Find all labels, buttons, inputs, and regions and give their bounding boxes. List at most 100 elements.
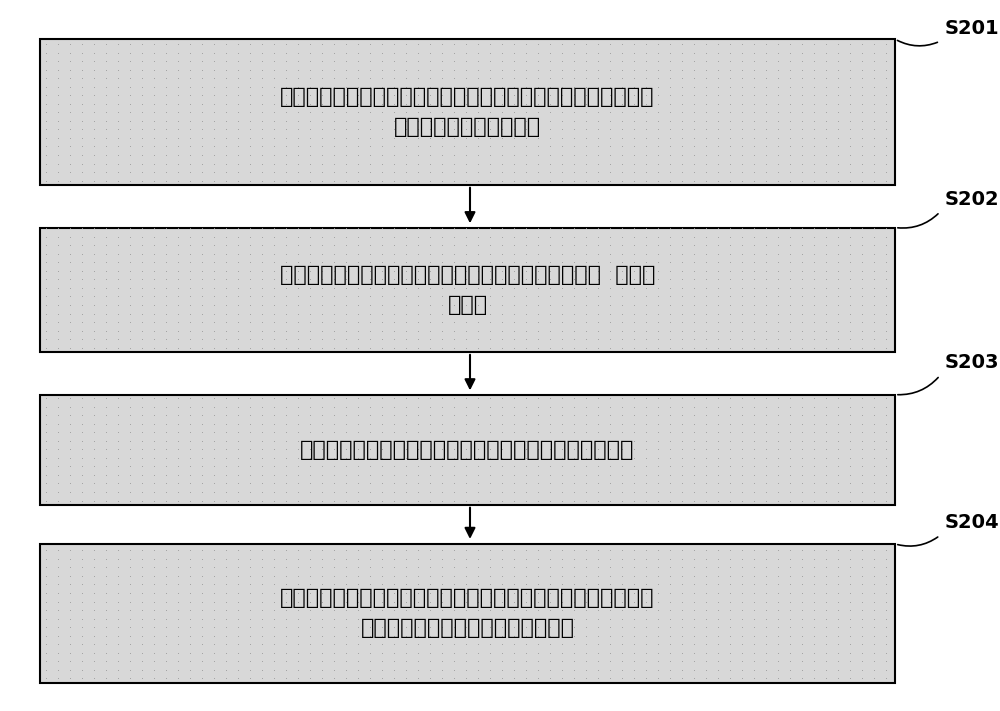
Point (506, 166, 522, 178)
Point (458, 478, 474, 489)
Point (434, 570, 450, 582)
Point (818, 291, 834, 302)
Point (362, 282, 378, 294)
Point (278, 579, 294, 590)
Point (734, 64, 750, 75)
Point (446, 435, 462, 447)
Point (866, 115, 882, 127)
Point (770, 308, 786, 319)
Point (374, 90, 390, 101)
Point (254, 166, 270, 178)
Point (482, 73, 498, 84)
Point (146, 664, 162, 675)
Point (206, 570, 222, 582)
Point (458, 291, 474, 302)
Point (158, 282, 174, 294)
Point (578, 257, 594, 268)
Point (254, 410, 270, 421)
Point (830, 47, 846, 58)
Point (350, 175, 366, 186)
Point (746, 553, 762, 565)
Point (374, 248, 390, 260)
Point (830, 486, 846, 498)
Point (602, 613, 618, 624)
Point (662, 621, 678, 633)
Point (422, 596, 438, 607)
Point (830, 392, 846, 404)
Point (566, 73, 582, 84)
Point (674, 132, 690, 144)
Point (818, 469, 834, 481)
Point (86, 435, 102, 447)
Point (134, 638, 150, 650)
Point (314, 638, 330, 650)
Point (542, 495, 558, 506)
Point (722, 553, 738, 565)
Point (530, 166, 546, 178)
Point (290, 392, 306, 404)
Point (734, 596, 750, 607)
Point (110, 461, 126, 472)
Point (122, 587, 138, 599)
Point (722, 223, 738, 234)
Point (818, 124, 834, 135)
Point (638, 38, 654, 50)
Point (854, 418, 870, 429)
Point (698, 299, 714, 311)
Point (746, 401, 762, 412)
Point (878, 444, 894, 455)
Point (626, 47, 642, 58)
Point (86, 257, 102, 268)
Point (782, 401, 798, 412)
Point (770, 621, 786, 633)
Point (206, 638, 222, 650)
Point (830, 604, 846, 616)
Point (494, 132, 510, 144)
Point (182, 55, 198, 67)
Point (338, 545, 354, 556)
Point (242, 630, 258, 641)
Point (386, 308, 402, 319)
Point (386, 553, 402, 565)
Point (542, 613, 558, 624)
Point (38, 149, 54, 161)
Point (62, 141, 78, 152)
Point (266, 333, 282, 345)
Point (710, 38, 726, 50)
Point (734, 166, 750, 178)
Point (158, 73, 174, 84)
Point (806, 545, 822, 556)
Point (842, 427, 858, 438)
Point (518, 223, 534, 234)
Point (638, 478, 654, 489)
Point (794, 90, 810, 101)
Point (182, 98, 198, 109)
Point (530, 478, 546, 489)
Point (422, 81, 438, 92)
Point (170, 435, 186, 447)
Point (38, 73, 54, 84)
Point (146, 673, 162, 684)
Point (110, 444, 126, 455)
Point (878, 47, 894, 58)
Point (626, 223, 642, 234)
Point (74, 248, 90, 260)
Point (230, 248, 246, 260)
Point (482, 545, 498, 556)
Point (794, 223, 810, 234)
Point (662, 613, 678, 624)
Point (326, 621, 342, 633)
Point (458, 98, 474, 109)
Point (674, 308, 690, 319)
Point (338, 410, 354, 421)
Point (50, 452, 66, 464)
Point (482, 98, 498, 109)
Point (686, 562, 702, 573)
Point (134, 175, 150, 186)
Point (374, 132, 390, 144)
Point (662, 231, 678, 242)
Point (482, 149, 498, 161)
Point (494, 38, 510, 50)
Point (86, 647, 102, 658)
Point (338, 673, 354, 684)
